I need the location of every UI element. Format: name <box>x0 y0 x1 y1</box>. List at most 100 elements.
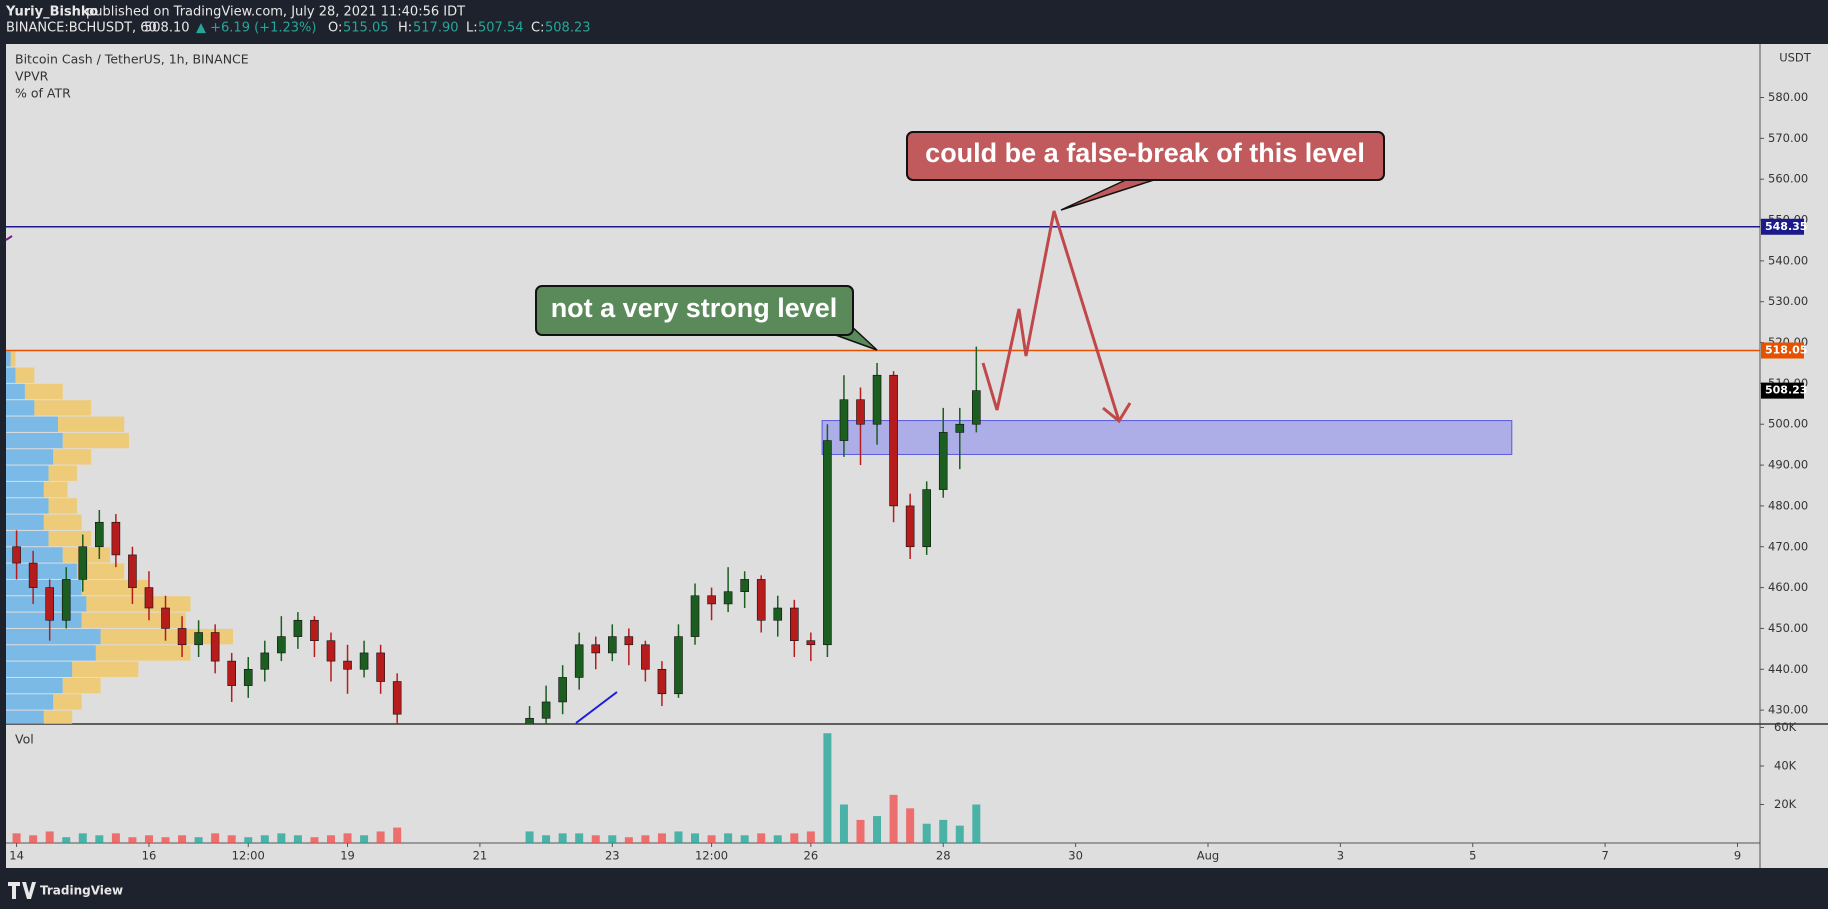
currency: USDT <box>1779 51 1812 65</box>
l-label: L: <box>466 21 478 36</box>
vpvr-down <box>53 449 92 465</box>
vpvr-up <box>6 563 77 579</box>
volume-bar <box>111 833 120 843</box>
candle-body <box>823 440 832 646</box>
h: 517.90 <box>413 21 459 36</box>
vpvr-down <box>15 367 35 383</box>
volume-bar <box>558 833 567 843</box>
trend-line <box>575 691 618 724</box>
volume-bar <box>62 837 71 843</box>
candle-body <box>839 399 849 441</box>
candle-body <box>194 632 203 646</box>
candle-body <box>591 644 601 654</box>
x-tick-label: 19 <box>340 849 355 863</box>
candle-body <box>45 587 54 621</box>
volume-bar <box>260 835 269 843</box>
x-tick-label: 26 <box>804 849 819 863</box>
vpvr-up <box>6 383 25 400</box>
candle-body <box>525 717 534 724</box>
candle-body <box>806 640 816 646</box>
vpvr-up <box>6 530 49 547</box>
volume-bar <box>608 835 617 843</box>
candle-body <box>641 644 650 670</box>
volume-bar <box>740 835 749 843</box>
vpvr-down <box>86 596 191 612</box>
x-tick-label: 5 <box>1469 849 1476 863</box>
y2-tick-label: 60K <box>1774 720 1797 734</box>
volume-bar <box>906 808 915 843</box>
vpvr-up <box>6 449 54 465</box>
candle-body <box>872 374 882 425</box>
vpvr-up <box>6 694 54 710</box>
volume-bar <box>144 835 153 843</box>
candle-body <box>972 390 981 425</box>
y2-tick-label: 40K <box>1774 758 1797 772</box>
candle-body <box>310 619 319 641</box>
volume-bar <box>161 837 170 843</box>
callout-box <box>906 131 1385 181</box>
candle-body <box>210 632 220 662</box>
y-tick-label: 560.00 <box>1768 172 1808 186</box>
vpvr-up <box>6 628 101 645</box>
brand: TradingView <box>40 884 123 898</box>
y-tick-label: 430.00 <box>1768 703 1808 717</box>
price-tag-label: 518.05 <box>1765 344 1807 357</box>
candle-body <box>243 668 253 686</box>
vpvr-down <box>81 612 186 628</box>
y-tick-label: 500.00 <box>1768 417 1808 431</box>
projection-path <box>981 210 1121 422</box>
vpvr-up <box>6 498 49 514</box>
volume-bar <box>376 831 385 843</box>
volume-bar <box>707 835 716 843</box>
candle-body <box>61 579 71 621</box>
volume-bar <box>657 833 666 843</box>
volume-bar <box>525 831 534 843</box>
candle-body <box>922 489 931 548</box>
volume-bar <box>823 733 832 843</box>
volume-bar <box>12 833 21 843</box>
callout-box <box>535 285 854 336</box>
candle-body <box>790 607 799 641</box>
y-tick-label: 580.00 <box>1768 90 1808 104</box>
candle-body <box>740 579 749 592</box>
vpvr-up <box>6 710 44 724</box>
vpvr-down <box>72 661 139 677</box>
x-tick-label: 30 <box>1068 849 1083 863</box>
candle-body <box>624 636 634 646</box>
change: ▲ +6.19 (+1.23%) <box>196 21 316 36</box>
candle-body <box>161 607 170 629</box>
candle-body <box>938 432 948 490</box>
volume-bar <box>211 833 220 843</box>
vpvr-down <box>43 514 82 530</box>
price-tag-label: 508.23 <box>1765 384 1807 397</box>
volume-bar <box>757 833 766 843</box>
volume-bar <box>128 837 137 843</box>
volume-bar <box>591 835 600 843</box>
candle-body <box>277 636 286 654</box>
vpvr-up <box>6 514 44 530</box>
vpvr-down <box>62 432 129 449</box>
last: 508.10 <box>144 21 190 36</box>
candle-body <box>558 677 567 703</box>
x-tick-label: 16 <box>142 849 157 863</box>
volume-bar <box>889 794 898 843</box>
vpvr-down <box>53 694 82 710</box>
candle-body <box>326 640 336 662</box>
candle-body <box>376 652 385 682</box>
price-tag <box>1761 382 1804 399</box>
vpvr-up <box>6 645 96 661</box>
candle-body <box>128 554 137 588</box>
volume-label: Vol <box>15 732 34 747</box>
vpvr-up <box>6 481 44 498</box>
candle-body <box>607 636 617 654</box>
volume-bar <box>542 835 551 843</box>
price-tag <box>1761 218 1804 235</box>
vpvr-up <box>6 677 63 694</box>
symbol: BINANCE:BCHUSDT, 60 <box>6 21 157 36</box>
candle-body <box>95 521 104 548</box>
indicator: VPVR <box>15 69 49 84</box>
price-tag <box>1761 342 1804 359</box>
volume-bar <box>29 835 38 843</box>
marker <box>5 235 13 241</box>
candle-body <box>756 579 766 621</box>
